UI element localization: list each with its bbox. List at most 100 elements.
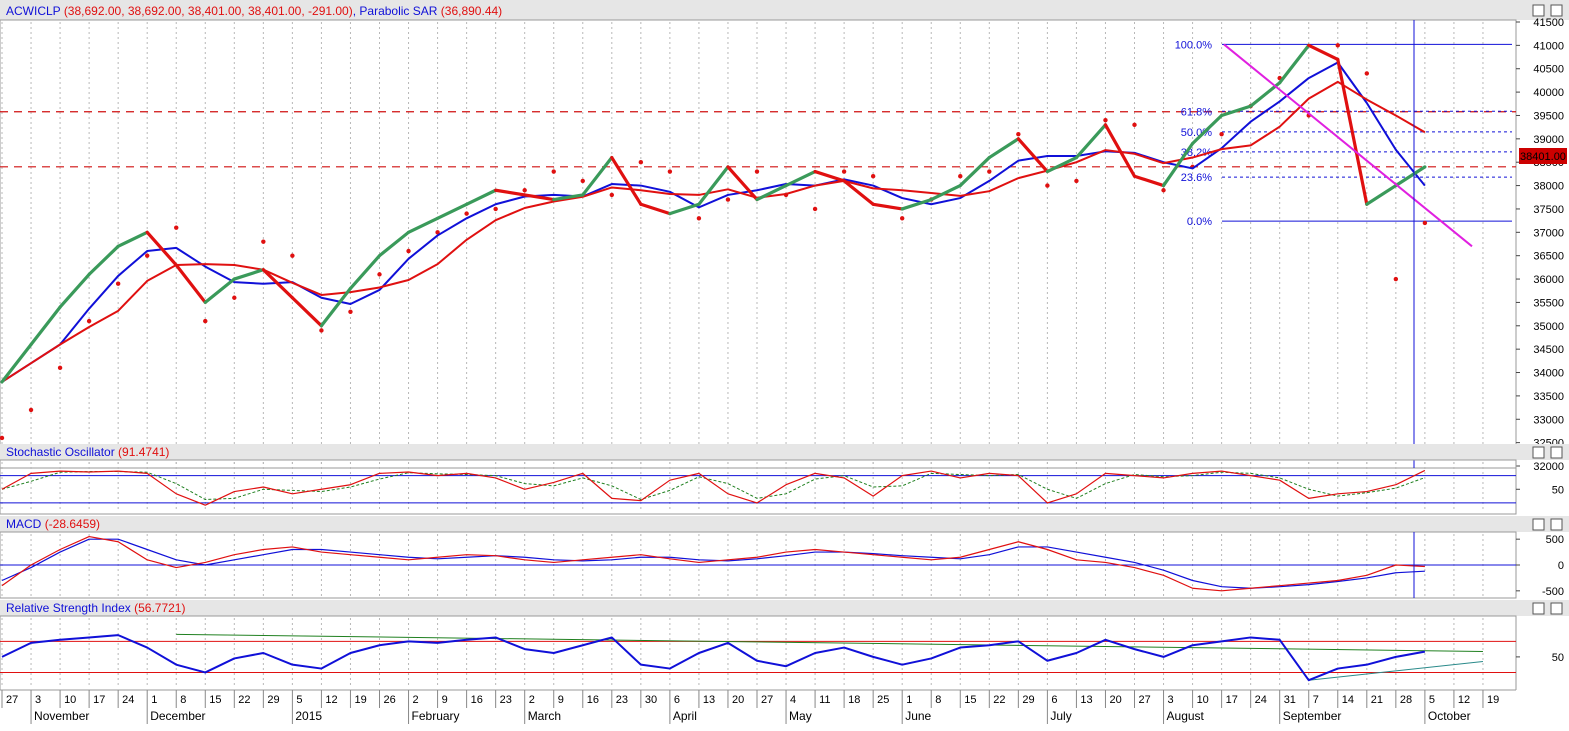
price-segment xyxy=(1016,137,1049,174)
sar-dot xyxy=(1045,183,1050,188)
price-panel: ACWICLP (38,692.00, 38,692.00, 38,401.00… xyxy=(0,0,1569,473)
sar-dot xyxy=(377,272,382,277)
x-day-label: 13 xyxy=(1080,694,1092,706)
sar-dot xyxy=(841,169,847,174)
sar-dot xyxy=(609,192,615,198)
x-day-label: 30 xyxy=(645,694,657,706)
x-day-label: 13 xyxy=(703,694,715,706)
stoch-minimize-button[interactable] xyxy=(1532,446,1545,459)
sar-dot xyxy=(551,169,556,174)
y-tick-label: 40000 xyxy=(1533,87,1564,99)
rsi-maximize-button[interactable] xyxy=(1550,602,1563,615)
price-segment xyxy=(755,183,788,202)
x-month-label: October xyxy=(1428,709,1471,723)
price-segment xyxy=(726,165,759,202)
sar-dot xyxy=(203,318,208,324)
sar-dot xyxy=(348,309,353,314)
x-day-label: 21 xyxy=(1371,694,1383,706)
x-day-label: 2 xyxy=(529,694,535,706)
sar-dot xyxy=(725,197,731,202)
y-tick-label: 40500 xyxy=(1533,64,1564,76)
price-segment xyxy=(987,137,1020,160)
y-tick-label: 36500 xyxy=(1533,251,1564,263)
sar-dot xyxy=(406,248,411,254)
price-segment xyxy=(552,193,585,202)
price-segment xyxy=(1278,43,1311,85)
x-day-label: 16 xyxy=(587,694,599,706)
price-segment xyxy=(465,188,498,206)
stoch-maximize-button[interactable] xyxy=(1550,446,1563,459)
stoch-lines xyxy=(0,469,1516,506)
x-month-label: August xyxy=(1167,709,1205,723)
x-day-label: 19 xyxy=(1487,694,1499,706)
macd-minimize-button[interactable] xyxy=(1532,518,1545,531)
price-segment xyxy=(813,169,846,183)
price-segment xyxy=(1336,57,1369,206)
y-tick-label: 39500 xyxy=(1533,110,1564,122)
x-day-label: 20 xyxy=(732,694,744,706)
rsi-panel-header xyxy=(0,600,1569,616)
x-day-label: 7 xyxy=(1313,694,1319,706)
x-day-label: 27 xyxy=(761,694,773,706)
x-day-label: 28 xyxy=(1400,694,1412,706)
x-day-label: 22 xyxy=(993,694,1005,706)
ma-fast-line xyxy=(1,61,1426,383)
y-tick-label: -500 xyxy=(1542,586,1564,598)
price-segment xyxy=(1045,155,1079,174)
stoch-panel-header xyxy=(0,444,1569,460)
y-tick-label: 38000 xyxy=(1533,181,1564,193)
x-day-label: 23 xyxy=(616,694,628,706)
x-day-label: 3 xyxy=(35,694,41,706)
price-segment xyxy=(116,230,149,248)
price-segment xyxy=(1132,174,1166,188)
price-segment xyxy=(581,155,614,197)
sar-dot xyxy=(1161,188,1166,193)
x-month-label: February xyxy=(412,709,460,723)
price-segment xyxy=(1103,123,1137,178)
y-tick-label: 36000 xyxy=(1533,274,1564,286)
x-day-label: 6 xyxy=(674,694,680,706)
price-panel-header xyxy=(0,0,1569,20)
sar-dot xyxy=(1422,220,1428,226)
x-day-label: 26 xyxy=(384,694,396,706)
x-month-label: 2015 xyxy=(295,709,322,723)
sar-dot xyxy=(1132,122,1137,128)
x-day-label: 24 xyxy=(122,694,134,706)
x-day-label: 8 xyxy=(935,694,941,706)
fib-label: 61.8% xyxy=(1181,106,1212,118)
price-minimize-button[interactable] xyxy=(1532,4,1545,17)
sar-dot xyxy=(754,169,760,174)
price-segment xyxy=(290,296,324,328)
x-day-label: 1 xyxy=(151,694,157,706)
price-segment xyxy=(145,230,178,267)
price-maximize-button[interactable] xyxy=(1550,4,1563,17)
sar-dot xyxy=(261,239,266,244)
price-segment xyxy=(348,254,382,290)
price-segment xyxy=(784,169,817,188)
fib-label: 0.0% xyxy=(1187,216,1212,228)
sar-dot xyxy=(899,216,905,221)
fib-label: 50.0% xyxy=(1181,127,1212,139)
macd-maximize-button[interactable] xyxy=(1550,518,1563,531)
price-tag: 38401.00 xyxy=(1519,148,1567,164)
macd-panel-header xyxy=(0,516,1569,532)
price-plot-frame xyxy=(0,19,1517,469)
price-segment xyxy=(697,165,730,206)
price-ma xyxy=(1,61,1426,383)
ma-slow-line xyxy=(1,80,1426,383)
last-price-tag: 38401.00 xyxy=(1520,151,1566,163)
rsi-panel: Relative Strength Index (56.7721) 50 xyxy=(0,600,1569,691)
y-tick-label: 50 xyxy=(1552,484,1564,496)
x-day-label: 3 xyxy=(1168,694,1174,706)
rsi-minimize-button[interactable] xyxy=(1532,602,1545,615)
x-day-label: 25 xyxy=(877,694,889,706)
macd-yaxis: 500 0 -500 xyxy=(1516,534,1564,598)
price-segment xyxy=(319,286,353,328)
x-month-label: December xyxy=(150,709,205,723)
sar-dot xyxy=(28,407,34,413)
sar-dot xyxy=(0,435,5,441)
rsi-yaxis: 50 xyxy=(1516,652,1564,664)
price-yaxis: 3200032500330003350034000345003500035500… xyxy=(1516,17,1564,473)
macd-panel: MACD (-28.6459) 500 0 -500 xyxy=(0,516,1569,599)
